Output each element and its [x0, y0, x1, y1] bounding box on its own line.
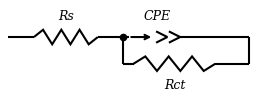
Text: Rct: Rct [164, 79, 185, 92]
Text: Rs: Rs [58, 10, 74, 23]
Text: CPE: CPE [143, 10, 170, 23]
